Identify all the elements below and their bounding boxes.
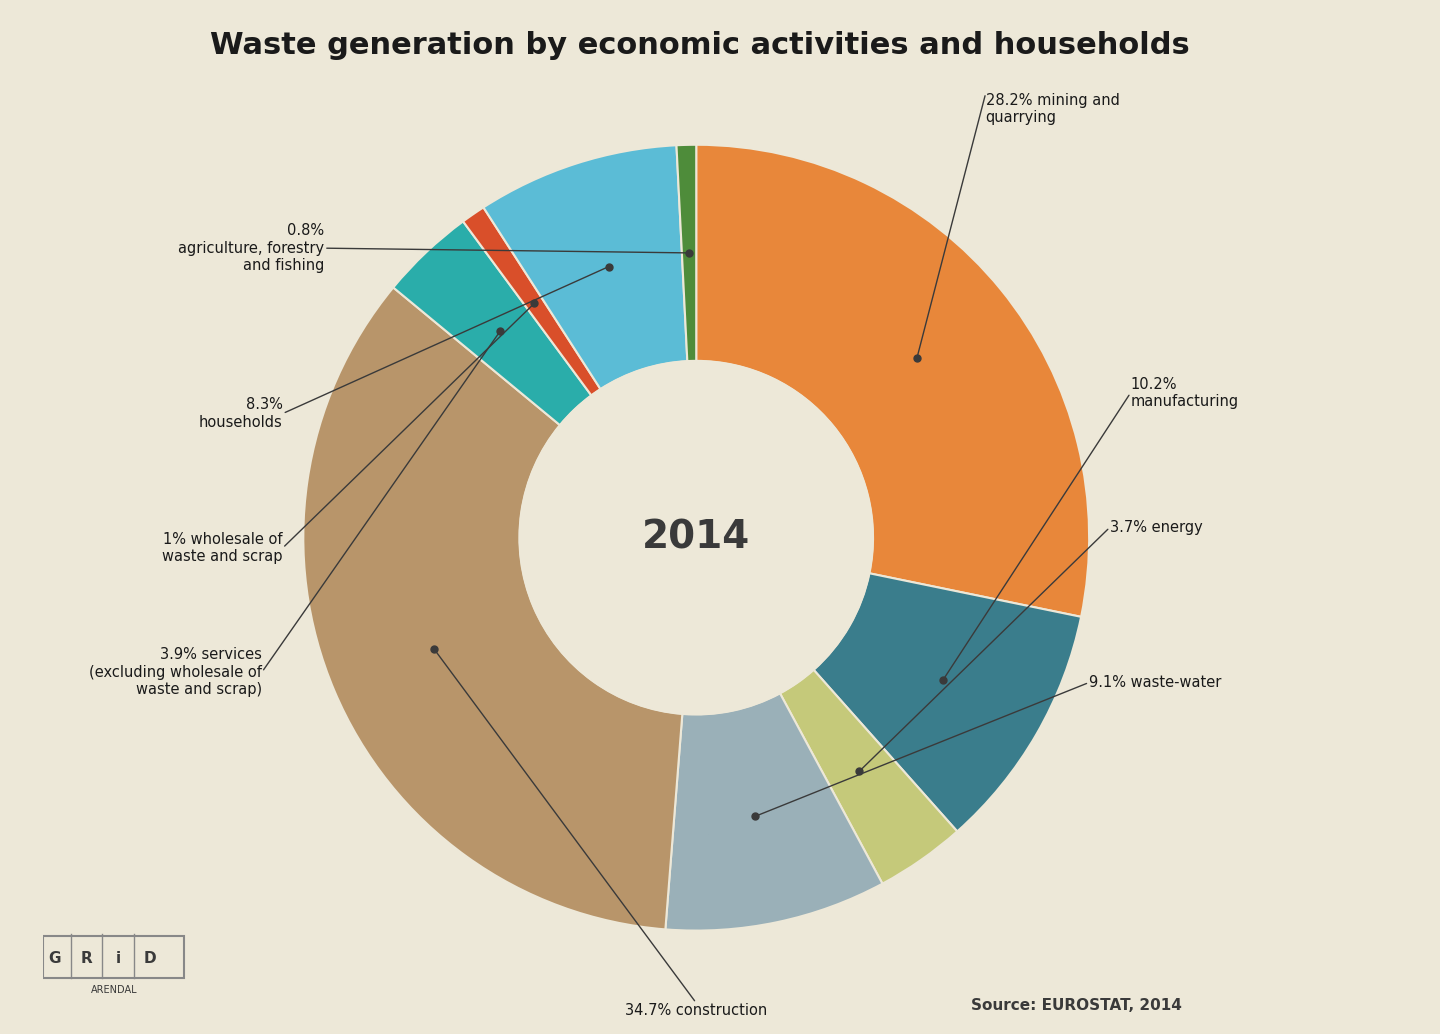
Circle shape	[520, 361, 873, 714]
Text: Waste generation by economic activities and households: Waste generation by economic activities …	[210, 31, 1189, 60]
Wedge shape	[393, 221, 592, 425]
Text: 3.7% energy: 3.7% energy	[1110, 520, 1202, 535]
Wedge shape	[304, 287, 683, 930]
Text: 2014: 2014	[642, 519, 750, 556]
Text: 8.3%
households: 8.3% households	[199, 397, 282, 430]
Text: 34.7% construction: 34.7% construction	[625, 1003, 768, 1018]
Text: Source: EUROSTAT, 2014: Source: EUROSTAT, 2014	[972, 998, 1182, 1013]
Text: D: D	[144, 950, 156, 966]
Text: 1% wholesale of
waste and scrap: 1% wholesale of waste and scrap	[163, 531, 282, 565]
Text: i: i	[115, 950, 121, 966]
Wedge shape	[484, 145, 687, 389]
Wedge shape	[814, 573, 1081, 831]
Text: 3.9% services
(excluding wholesale of
waste and scrap): 3.9% services (excluding wholesale of wa…	[89, 647, 262, 697]
Text: 10.2%
manufacturing: 10.2% manufacturing	[1130, 376, 1238, 409]
Wedge shape	[464, 208, 600, 395]
Text: ARENDAL: ARENDAL	[91, 985, 137, 995]
Wedge shape	[696, 145, 1089, 617]
Text: 9.1% waste-water: 9.1% waste-water	[1089, 675, 1221, 690]
Text: 0.8%
agriculture, forestry
and fishing: 0.8% agriculture, forestry and fishing	[179, 223, 324, 273]
Text: G: G	[49, 950, 60, 966]
Wedge shape	[665, 694, 883, 931]
Text: 28.2% mining and
quarrying: 28.2% mining and quarrying	[986, 93, 1120, 125]
Wedge shape	[780, 670, 958, 884]
Wedge shape	[677, 145, 696, 361]
Text: R: R	[81, 950, 92, 966]
